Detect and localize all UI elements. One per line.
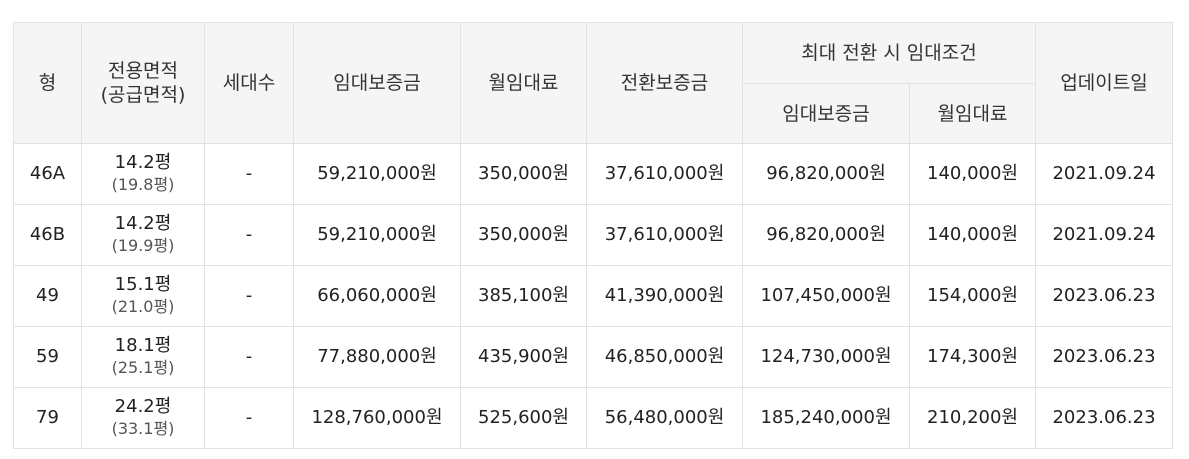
cell-area: 15.1평 (21.0평) xyxy=(81,265,205,327)
cell-supply-area: (33.1평) xyxy=(111,419,175,438)
cell-exclusive-area: 15.1평 xyxy=(114,274,172,295)
cell-type: 46A xyxy=(13,143,82,205)
cell-deposit: 59,210,000원 xyxy=(293,143,461,205)
cell-max-monthly-rent: 140,000원 xyxy=(908,204,1037,266)
header-type: 형 xyxy=(13,22,82,144)
cell-exclusive-area: 14.2평 xyxy=(114,152,172,173)
header-conversion-deposit: 전환보증금 xyxy=(586,22,743,144)
header-households: 세대수 xyxy=(204,22,294,144)
table-header: 형 전용면적 (공급면적) 세대수 임대보증금 월임대료 전환보증금 최대 전환… xyxy=(13,22,1174,144)
cell-area: 14.2평 (19.8평) xyxy=(81,143,205,205)
cell-updated: 2023.06.23 xyxy=(1035,265,1174,327)
cell-households: - xyxy=(204,204,294,266)
cell-max-deposit: 107,450,000원 xyxy=(742,265,910,327)
cell-area: 14.2평 (19.9평) xyxy=(81,204,205,266)
cell-area: 18.1평 (25.1평) xyxy=(81,326,205,388)
cell-conversion-deposit: 37,610,000원 xyxy=(586,204,743,266)
cell-max-deposit: 124,730,000원 xyxy=(742,326,910,388)
cell-monthly-rent: 525,600원 xyxy=(460,387,587,449)
cell-conversion-deposit: 56,480,000원 xyxy=(586,387,743,449)
cell-deposit: 77,880,000원 xyxy=(293,326,461,388)
rental-conditions-table: 형 전용면적 (공급면적) 세대수 임대보증금 월임대료 전환보증금 최대 전환… xyxy=(13,22,1174,449)
cell-supply-area: (25.1평) xyxy=(111,358,175,377)
cell-updated: 2021.09.24 xyxy=(1035,204,1174,266)
rental-conditions-table-container: 형 전용면적 (공급면적) 세대수 임대보증금 월임대료 전환보증금 최대 전환… xyxy=(13,22,1174,449)
header-max-monthly-rent: 월임대료 xyxy=(908,83,1037,144)
header-updated: 업데이트일 xyxy=(1035,22,1174,144)
cell-exclusive-area: 18.1평 xyxy=(114,335,172,356)
cell-households: - xyxy=(204,143,294,205)
cell-type: 49 xyxy=(13,265,82,327)
cell-exclusive-area: 24.2평 xyxy=(114,396,172,417)
header-max-deposit: 임대보증금 xyxy=(742,83,910,144)
cell-monthly-rent: 350,000원 xyxy=(460,143,587,205)
header-row-top: 형 전용면적 (공급면적) 세대수 임대보증금 월임대료 전환보증금 최대 전환… xyxy=(13,22,1174,144)
cell-monthly-rent: 435,900원 xyxy=(460,326,587,388)
cell-deposit: 128,760,000원 xyxy=(293,387,461,449)
cell-exclusive-area: 14.2평 xyxy=(114,213,172,234)
cell-updated: 2023.06.23 xyxy=(1035,387,1174,449)
cell-type: 46B xyxy=(13,204,82,266)
cell-area: 24.2평 (33.1평) xyxy=(81,387,205,449)
table-row: 46B 14.2평 (19.9평) - 59,210,000원 350,000원… xyxy=(13,204,1174,266)
header-deposit: 임대보증금 xyxy=(293,22,461,144)
cell-max-monthly-rent: 154,000원 xyxy=(908,265,1037,327)
cell-max-monthly-rent: 140,000원 xyxy=(908,143,1037,205)
cell-monthly-rent: 350,000원 xyxy=(460,204,587,266)
cell-type: 59 xyxy=(13,326,82,388)
cell-supply-area: (19.9평) xyxy=(111,236,175,255)
cell-max-monthly-rent: 210,200원 xyxy=(908,387,1037,449)
cell-updated: 2023.06.23 xyxy=(1035,326,1174,388)
cell-conversion-deposit: 46,850,000원 xyxy=(586,326,743,388)
cell-households: - xyxy=(204,326,294,388)
cell-supply-area: (19.8평) xyxy=(111,175,175,194)
cell-max-deposit: 96,820,000원 xyxy=(742,204,910,266)
header-max-conversion-group: 최대 전환 시 임대조건 xyxy=(741,22,1037,84)
header-area: 전용면적 (공급면적) xyxy=(81,22,205,144)
header-monthly-rent: 월임대료 xyxy=(460,22,587,144)
header-row-bottom: 임대보증금 월임대료 xyxy=(14,83,1173,144)
header-area-supply: (공급면적) xyxy=(100,84,186,106)
table-body: 46A 14.2평 (19.8평) - 59,210,000원 350,000원… xyxy=(13,143,1174,449)
table-row: 59 18.1평 (25.1평) - 77,880,000원 435,900원 … xyxy=(13,326,1174,388)
cell-deposit: 59,210,000원 xyxy=(293,204,461,266)
cell-supply-area: (21.0평) xyxy=(111,297,175,316)
cell-updated: 2021.09.24 xyxy=(1035,143,1174,205)
table-row: 49 15.1평 (21.0평) - 66,060,000원 385,100원 … xyxy=(13,265,1174,327)
cell-max-deposit: 185,240,000원 xyxy=(742,387,910,449)
cell-deposit: 66,060,000원 xyxy=(293,265,461,327)
cell-type: 79 xyxy=(13,387,82,449)
header-area-exclusive: 전용면적 xyxy=(108,60,178,82)
cell-conversion-deposit: 41,390,000원 xyxy=(586,265,743,327)
cell-conversion-deposit: 37,610,000원 xyxy=(586,143,743,205)
cell-monthly-rent: 385,100원 xyxy=(460,265,587,327)
table-row: 79 24.2평 (33.1평) - 128,760,000원 525,600원… xyxy=(13,387,1174,449)
cell-households: - xyxy=(204,387,294,449)
cell-max-deposit: 96,820,000원 xyxy=(742,143,910,205)
table-row: 46A 14.2평 (19.8평) - 59,210,000원 350,000원… xyxy=(13,143,1174,205)
cell-max-monthly-rent: 174,300원 xyxy=(908,326,1037,388)
cell-households: - xyxy=(204,265,294,327)
